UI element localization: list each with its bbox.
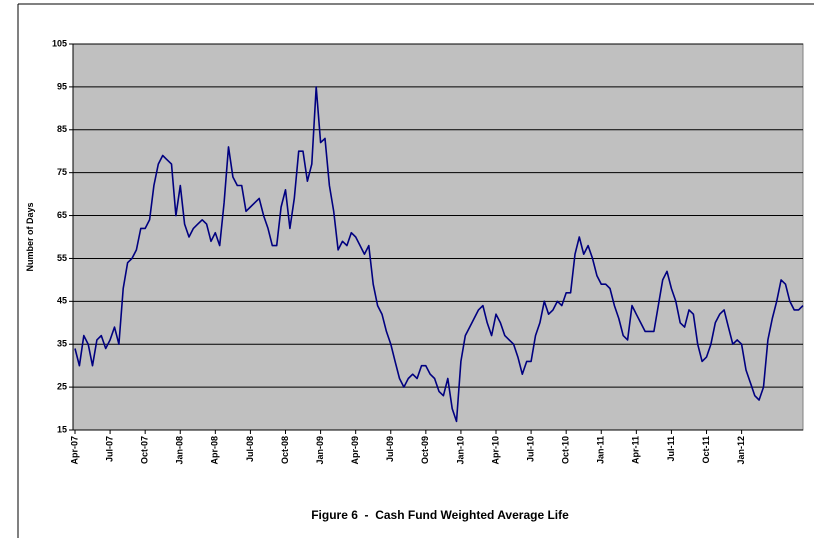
x-tick-label: Jan-11: [596, 436, 606, 464]
x-tick-label: Jan-12: [736, 436, 746, 465]
x-tick-label: Oct-11: [701, 436, 711, 464]
x-tick-label: Apr-10: [490, 436, 500, 465]
x-tick-label: Oct-08: [280, 436, 290, 464]
x-tick-label: Jul-07: [104, 436, 114, 462]
x-tick-label: Jul-09: [385, 436, 395, 462]
x-tick-label: Apr-07: [69, 436, 79, 465]
y-tick-label: 35: [57, 339, 67, 349]
y-tick-label: 55: [57, 253, 67, 263]
x-tick-label: Jul-08: [245, 436, 255, 462]
y-tick-label: 15: [57, 424, 67, 434]
x-tick-label: Jan-09: [315, 436, 325, 465]
data-line: [74, 86, 804, 423]
x-tick-label: Jul-11: [666, 436, 676, 462]
x-tick-label: Apr-08: [210, 436, 220, 465]
y-axis-label: Number of Days: [25, 202, 35, 271]
y-tick-label: 75: [57, 167, 67, 177]
x-tick-label: Apr-11: [631, 436, 641, 464]
y-tick-label: 45: [57, 296, 67, 306]
x-tick-label: Jan-08: [175, 436, 185, 465]
y-tick-label: 65: [57, 210, 67, 220]
x-tick-label: Oct-07: [140, 436, 150, 464]
plot-area: [72, 43, 804, 431]
x-tick-label: Apr-09: [350, 436, 360, 465]
y-tick-label: 85: [57, 124, 67, 134]
y-tick-label: 25: [57, 381, 67, 391]
x-tick-label: Oct-09: [420, 436, 430, 464]
y-tick-label: 105: [52, 38, 67, 48]
x-tick-label: Jan-10: [455, 436, 465, 465]
x-tick-label: Oct-10: [561, 436, 571, 464]
x-tick-label: Jul-10: [525, 436, 535, 462]
chart-title: Figure 6 - Cash Fund Weighted Average Li…: [311, 508, 569, 522]
y-tick-label: 95: [57, 81, 67, 91]
